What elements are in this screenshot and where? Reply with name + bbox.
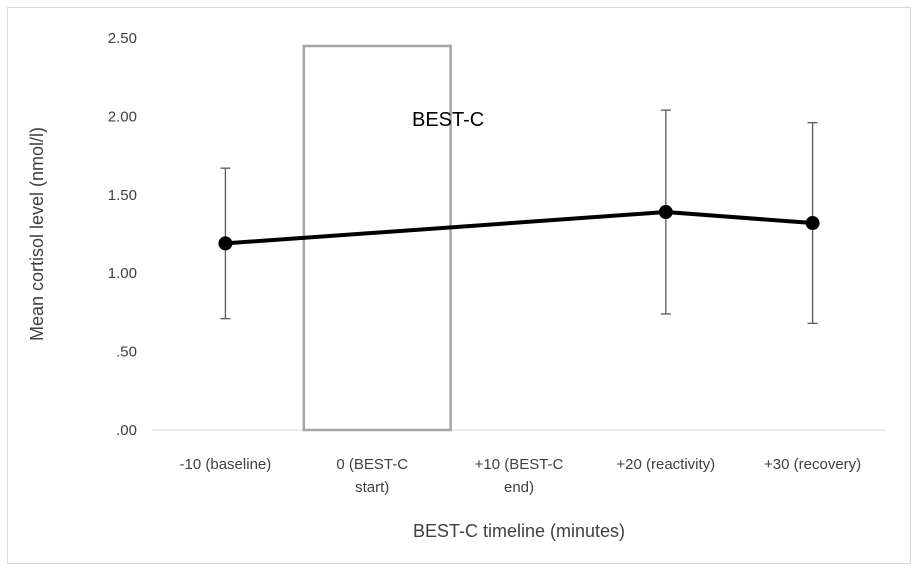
x-tick-label: +20 (reactivity): [616, 456, 715, 473]
y-tick-label: .00: [116, 422, 137, 439]
x-tick-label: +10 (BEST-C end): [475, 456, 564, 496]
y-tick-label: 1.00: [108, 265, 137, 282]
data-point: [658, 205, 673, 220]
x-axis-title: BEST-C timeline (minutes): [413, 521, 625, 541]
y-tick-label: .50: [116, 344, 137, 361]
chart-frame: [7, 7, 911, 564]
y-axis-title: Mean cortisol level (nmol/l): [27, 127, 47, 341]
x-tick-label: -10 (baseline): [180, 456, 272, 473]
y-tick-label: 1.50: [108, 187, 137, 204]
x-tick-label: 0 (BEST-C start): [336, 456, 408, 496]
data-point: [218, 236, 233, 251]
x-tick-label: +30 (recovery): [764, 456, 861, 473]
y-tick-label: 2.50: [108, 30, 137, 47]
y-tick-label: 2.00: [108, 108, 137, 125]
best-c-box-label: BEST-C: [412, 109, 484, 131]
series-line: [225, 210, 813, 246]
data-point: [805, 216, 820, 231]
